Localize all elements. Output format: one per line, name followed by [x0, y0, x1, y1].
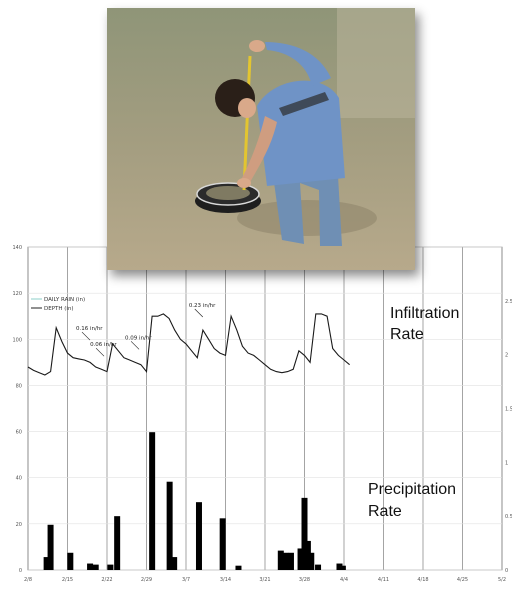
lower-hand: [237, 178, 251, 188]
x-tick-label: 3/7: [182, 577, 190, 583]
y-right-tick-label: 2.5: [505, 299, 512, 305]
x-tick-label: 4/11: [378, 577, 389, 583]
x-tick-label: 2/15: [62, 577, 73, 583]
rain-bar: [336, 563, 343, 570]
precipitation-label-line1: Precipitation: [368, 481, 456, 498]
rain-bar: [219, 518, 226, 570]
rain-bar: [277, 550, 284, 570]
y-left-tick-labels: 0 20 40 60 80 100 120 140: [12, 245, 22, 574]
rain-bar: [235, 565, 242, 570]
face: [238, 98, 256, 118]
y-right-tick-label: 0: [505, 568, 508, 574]
y-left-tick-label: 0: [19, 568, 22, 574]
x-tick-label: 4/25: [457, 577, 468, 583]
rain-bar: [87, 563, 94, 570]
suspender: [279, 92, 329, 116]
x-tick-label: 5/2: [498, 577, 506, 583]
rate-annotations: 0.16 in/hr 0.06 in/hr 0.09 in/hr 0.23 in/hr: [76, 303, 216, 357]
person-shadow: [237, 200, 377, 236]
annotation-arrow: [81, 331, 91, 341]
y-left-tick-label: 60: [16, 430, 22, 436]
y-right-tick-label: 2: [505, 353, 508, 359]
annotation-arrow: [130, 341, 140, 350]
rain-bar: [301, 497, 308, 570]
rain-bar: [282, 552, 289, 570]
rain-bar: [166, 481, 173, 570]
x-tick-label: 3/28: [299, 577, 310, 583]
y-right-tick-label: 1: [505, 460, 508, 466]
x-tick-label: 3/14: [220, 577, 231, 583]
y-left-tick-label: 80: [16, 383, 22, 389]
x-tick-labels: 2/8 2/15 2/22 2/29 3/7 3/14 3/21 3/28 4/4 4/11 4/1…: [24, 577, 506, 583]
y-right-tick-label: 0.5: [505, 514, 512, 520]
rain-bar: [43, 557, 50, 570]
depth-line: [27, 313, 350, 376]
annotation-arrow: [95, 347, 105, 357]
x-tick-label: 4/4: [340, 577, 348, 583]
shirt: [257, 80, 345, 186]
rate-annotation: 0.23 in/hr: [189, 303, 216, 309]
rain-bar: [47, 524, 54, 570]
rain-bar: [297, 548, 304, 570]
infiltration-label-line2: Rate: [390, 326, 424, 343]
rain-bar: [67, 552, 74, 570]
field-photo: [107, 8, 415, 270]
annotation-arrow: [194, 308, 204, 318]
rain-bar: [114, 516, 121, 570]
x-tick-label: 2/29: [141, 577, 152, 583]
rain-bar: [339, 565, 346, 570]
water-reflection: [337, 8, 415, 118]
y-left-tick-label: 140: [12, 245, 22, 251]
infiltrometer-inner: [206, 186, 250, 200]
rain-bar: [171, 557, 178, 570]
rain-bar: [308, 552, 315, 570]
rain-bar: [149, 432, 156, 570]
measuring-staff: [242, 55, 252, 191]
rain-bar: [287, 552, 294, 570]
y-right-tick-labels: 0 0.5 1 1.5 2 2.5: [505, 299, 512, 574]
y-left-tick-label: 40: [16, 476, 22, 482]
depth-line-group: [27, 313, 350, 376]
rain-bar: [195, 502, 202, 570]
y-right-tick-label: 1.5: [505, 407, 512, 413]
precipitation-label-line2: Rate: [368, 503, 402, 520]
legend-depth-label: DEPTH (in): [44, 306, 74, 312]
legend: DAILY RAIN (in) DEPTH (in): [31, 297, 85, 312]
rain-bar: [315, 564, 322, 570]
rate-annotation: 0.09 in/hr: [125, 335, 152, 341]
y-left-tick-label: 120: [12, 291, 22, 297]
x-tick-label: 3/21: [259, 577, 270, 583]
raised-hand: [249, 40, 265, 52]
rate-annotation: 0.06 in/hr: [90, 342, 117, 348]
rain-bar: [304, 540, 311, 570]
rate-annotation: 0.16 in/hr: [76, 326, 103, 332]
x-tick-label: 2/8: [24, 577, 32, 583]
rain-bar: [92, 564, 99, 570]
raised-arm: [265, 42, 331, 86]
lower-arm: [241, 116, 277, 184]
x-tick-label: 2/22: [101, 577, 112, 583]
rain-bars: [43, 432, 346, 570]
rain-bar: [107, 564, 114, 570]
x-tick-label: 4/18: [417, 577, 428, 583]
infiltration-label-line1: Infiltration: [390, 305, 459, 322]
legend-rain-label: DAILY RAIN (in): [44, 297, 85, 303]
y-left-tick-label: 20: [16, 522, 22, 528]
y-left-tick-label: 100: [12, 337, 22, 343]
